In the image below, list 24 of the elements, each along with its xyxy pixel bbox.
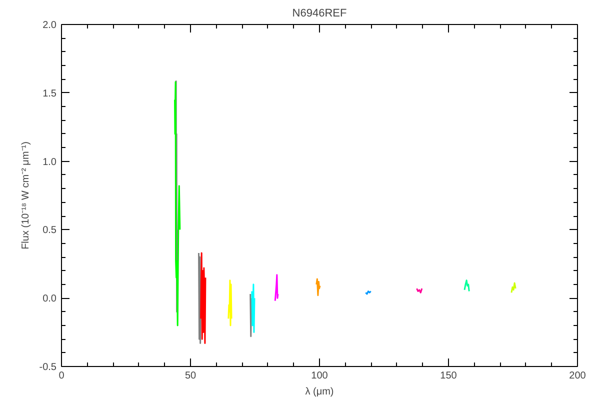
y-tick-label: 0.0: [42, 294, 57, 305]
line-series: [274, 274, 279, 302]
y-axis-title: Flux (10⁻¹⁸ W cm⁻² μm⁻¹): [20, 142, 32, 250]
x-tick-label: 0: [58, 370, 65, 382]
y-tick-label: 0.5: [42, 225, 57, 236]
line-series: [316, 278, 321, 296]
line-series: [175, 80, 178, 313]
line-series: [228, 280, 232, 326]
line-series: [174, 81, 181, 326]
line-series: [200, 252, 206, 344]
x-tick-label: 200: [569, 370, 586, 382]
y-tick-label: 1.5: [42, 88, 57, 100]
x-tick-label: 50: [184, 370, 196, 382]
y-tick-label: -0.5: [39, 362, 57, 373]
y-tick-label: 2.0: [42, 20, 57, 31]
line-series: [198, 252, 202, 344]
line-series: [510, 282, 516, 294]
x-tick-label: 100: [311, 370, 328, 382]
line-series: [251, 284, 256, 334]
y-tick-label: 1.0: [42, 156, 57, 168]
x-axis-title: λ (μm): [305, 386, 334, 398]
chart-title: N6946REF: [292, 8, 347, 20]
line-series: [464, 280, 470, 292]
x-tick-label: 150: [440, 370, 458, 382]
